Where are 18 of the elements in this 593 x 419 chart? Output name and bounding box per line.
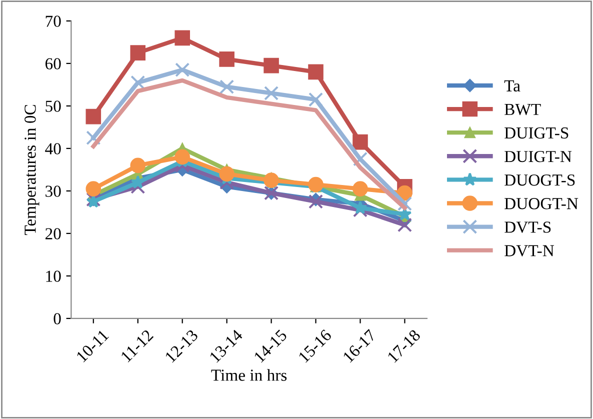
y-tick-label: 10 <box>46 270 61 282</box>
legend-label: DVT-N <box>504 245 554 256</box>
y-tick-label: 60 <box>45 58 61 70</box>
legend-label: BWT <box>504 104 541 116</box>
legend-label: DVT-S <box>504 222 551 233</box>
y-tick-label: 40 <box>45 143 61 154</box>
legend-label: Ta <box>504 80 520 92</box>
y-tick-label: 70 <box>46 16 61 27</box>
legend-label: DUIGT-N <box>504 150 572 162</box>
y-tick-label: 20 <box>46 228 61 240</box>
y-tick-label: 0 <box>54 313 61 324</box>
legend-label: DUOGT-S <box>504 174 575 186</box>
legend-label: DUIGT-S <box>504 127 568 139</box>
y-axis-title: Temperatures in 0C <box>24 105 40 235</box>
y-tick-label: 30 <box>46 186 61 197</box>
x-axis-title: Time in hrs <box>211 369 287 381</box>
legend-label: DUOGT-N <box>504 198 578 210</box>
y-tick-label: 50 <box>46 100 61 112</box>
